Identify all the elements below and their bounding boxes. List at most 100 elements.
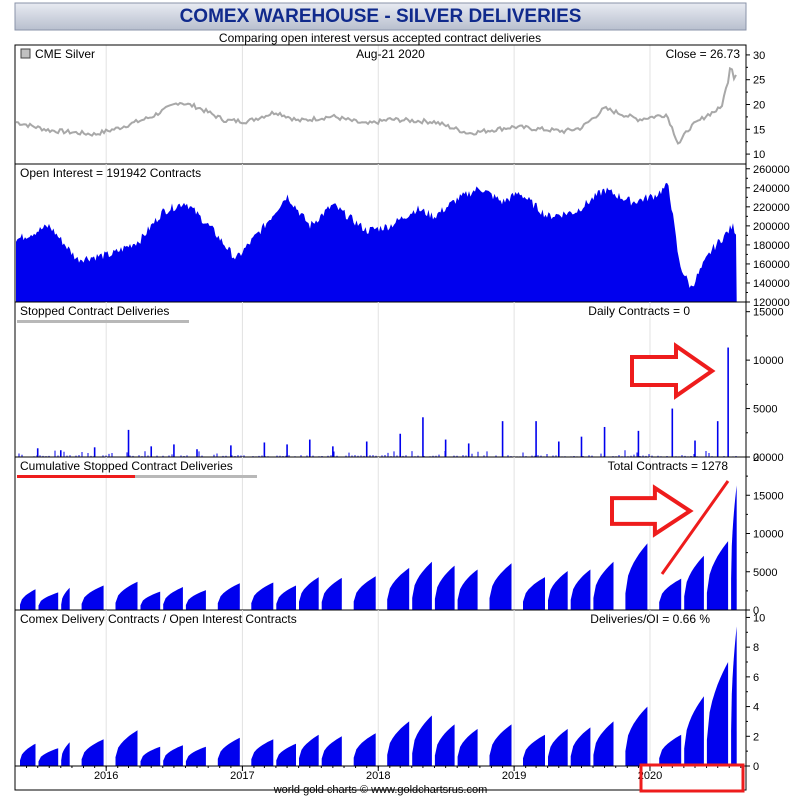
- y-tick-label: 6: [753, 672, 759, 684]
- cycle-bar: [548, 728, 568, 766]
- title-box: COMEX WAREHOUSE - SILVER DELIVERIES: [15, 2, 746, 30]
- y-tick-label: 200000: [753, 221, 790, 233]
- cycle-bar: [625, 543, 648, 610]
- cycle-bar: [434, 565, 455, 610]
- cycle-bar: [185, 590, 206, 610]
- y-tick-label: 160000: [753, 259, 790, 271]
- cycle-bar: [659, 578, 682, 610]
- x-tick-label: 2016: [94, 770, 118, 782]
- y-tick-label: 10000: [753, 529, 784, 541]
- cycle-bar: [387, 567, 410, 610]
- cycle-bar: [593, 721, 614, 766]
- panel-readout: Total Contracts = 1278: [608, 459, 729, 473]
- cycle-bar: [489, 563, 512, 610]
- label-underline: [17, 475, 257, 478]
- y-tick-label: 20: [753, 100, 765, 112]
- y-tick-label: 0: [753, 605, 759, 617]
- red-arrow-daily: [630, 342, 716, 400]
- panel-label: CME Silver: [35, 47, 95, 61]
- cycle-bar: [163, 745, 183, 766]
- y-tick-label: 260000: [753, 164, 790, 176]
- red-arrow-cumulative: [610, 484, 694, 538]
- panel-label: Cumulative Stopped Contract Deliveries: [20, 459, 233, 473]
- x-tick-label: 2017: [230, 770, 254, 782]
- x-tick-label: 2019: [502, 770, 526, 782]
- cycle-bar: [731, 485, 737, 610]
- cycle-bar: [625, 706, 648, 766]
- panel-border: [14, 44, 747, 165]
- cycle-bar: [489, 724, 512, 766]
- cycle-bar: [684, 555, 704, 610]
- cycle-bar: [81, 585, 104, 610]
- y-tick-label: 10000: [753, 355, 784, 367]
- cycle-bar: [217, 737, 240, 766]
- panel-price: 10 15 20 25 30 CME Silver Aug-21 2020 Close = 2…: [14, 44, 765, 165]
- y-tick-label: 15000: [753, 490, 784, 502]
- cycle-bar: [81, 739, 104, 766]
- label-underline: [17, 320, 189, 323]
- y-tick-label: 140000: [753, 278, 790, 290]
- panel-label: Comex Delivery Contracts / Open Interest…: [20, 612, 297, 626]
- red-trend-line: [660, 480, 730, 575]
- y-tick-label: 120000: [753, 297, 790, 309]
- cycle-bar: [731, 626, 737, 766]
- cycle-bar: [251, 739, 274, 766]
- y-tick-label: 15000: [753, 307, 784, 319]
- panel-readout: Close = 26.73: [666, 47, 741, 61]
- cycle-bar: [299, 577, 319, 610]
- cycle-bar: [412, 561, 432, 610]
- panel-border: [14, 301, 747, 458]
- title-banner: [14, 2, 747, 31]
- cycle-bar: [353, 733, 376, 766]
- x-tick-label: 2020: [638, 770, 662, 782]
- cycle-bar: [140, 746, 161, 766]
- cycle-bar: [115, 730, 138, 766]
- annotations-layer: [610, 342, 745, 793]
- cycle-bar: [457, 728, 478, 766]
- cycle-bar: [659, 734, 682, 766]
- cycle-bar: [38, 592, 59, 610]
- panel-date: Aug-21 2020: [356, 47, 425, 61]
- cycle-bar: [570, 569, 591, 610]
- cycle-bar: [684, 696, 704, 766]
- panel-readout: Daily Contracts = 0: [588, 304, 690, 318]
- cycle-bar: [61, 587, 70, 610]
- cycle-bar: [299, 734, 319, 766]
- y-tick-label: 0: [753, 761, 759, 773]
- chart-subtitle: Comparing open interest versus accepted …: [218, 31, 542, 45]
- cycle-bar: [61, 742, 70, 766]
- x-tick-label: 2018: [366, 770, 390, 782]
- cycle-bar: [251, 582, 274, 610]
- cycle-bar: [140, 591, 161, 610]
- cycle-bar: [163, 587, 183, 610]
- cycle-bar: [387, 721, 410, 766]
- panel-label: Stopped Contract Deliveries: [20, 304, 169, 318]
- chart-title: COMEX WAREHOUSE - SILVER DELIVERIES: [179, 6, 582, 27]
- cycle-bar: [321, 577, 342, 610]
- y-tick-label: 4: [753, 702, 759, 714]
- cycle-bar: [412, 715, 432, 766]
- y-tick-label: 25: [753, 75, 765, 87]
- cycle-bar: [185, 746, 206, 766]
- cycle-bar: [706, 662, 729, 766]
- y-tick-label: 5000: [753, 404, 777, 416]
- cycle-bar: [457, 569, 478, 610]
- cycle-bar: [276, 585, 296, 610]
- legend-swatch: [20, 48, 31, 59]
- cycle-bar: [434, 724, 455, 766]
- y-tick-label: 20000: [753, 452, 784, 464]
- y-tick-label: 8: [753, 642, 759, 654]
- y-tick-label: 0: [753, 452, 759, 464]
- y-tick-label: 10: [753, 149, 765, 161]
- panel-open-interest: 120000 140000 160000 180000 200000 220000 2400…: [14, 163, 790, 309]
- open-interest-area: [16, 182, 737, 302]
- cycle-bar: [353, 576, 376, 610]
- plot-frame: [14, 44, 747, 791]
- y-tick-label: 30: [753, 50, 765, 62]
- cycle-bar: [593, 561, 614, 610]
- y-tick-label: 10: [753, 612, 765, 624]
- panel-daily-deliveries: 0 5000 10000 15000 Stopped Contract Deliveri…: [14, 301, 784, 464]
